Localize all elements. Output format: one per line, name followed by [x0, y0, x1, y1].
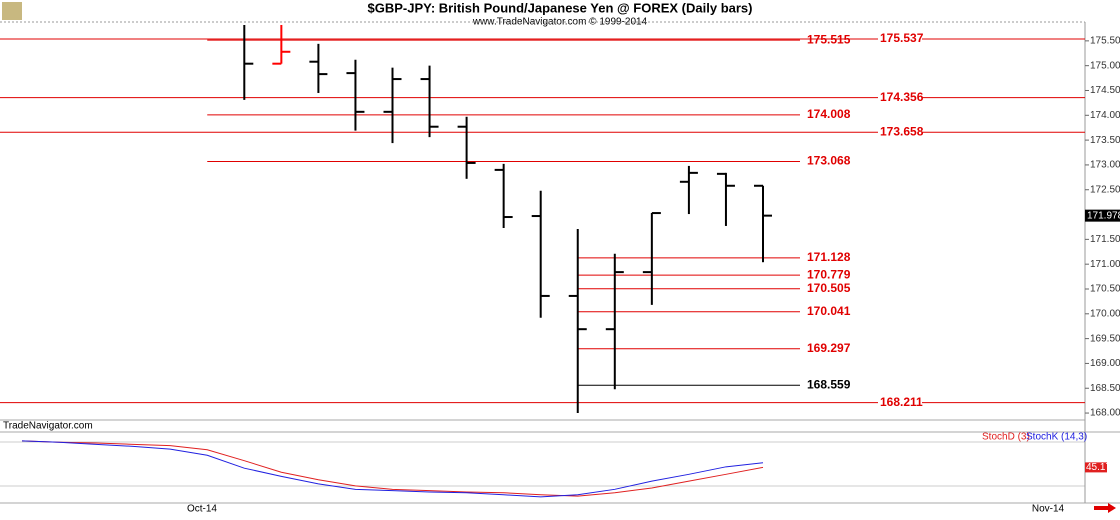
chart-title: $GBP-JPY: British Pound/Japanese Yen @ F… [368, 0, 753, 15]
y-tick-label: 172.500 [1090, 184, 1120, 195]
level-label-bg [805, 281, 849, 296]
level-label: 170.779 [807, 267, 851, 281]
level-label-bg [805, 268, 849, 283]
y-tick-label: 175.500 [1090, 35, 1120, 46]
scroll-arrow[interactable] [1094, 503, 1116, 513]
level-label: 168.559 [807, 377, 851, 391]
x-axis-label: Oct-14 [187, 504, 217, 515]
legend-entry: StochK (14,3) [1026, 432, 1087, 443]
y-tick-label: 174.000 [1090, 110, 1120, 121]
level-label-bg [805, 250, 849, 265]
indicator-line [21, 440, 764, 497]
level-label: 175.537 [880, 31, 924, 45]
last-price-label: 171.978 [1087, 210, 1120, 221]
y-tick-label: 175.000 [1090, 60, 1120, 71]
indicator-value-bg [1085, 462, 1107, 473]
level-label-bg [878, 90, 922, 105]
level-label-bg [878, 395, 922, 410]
level-label: 170.041 [807, 304, 851, 318]
x-axis-label: Nov-14 [1032, 504, 1065, 515]
indicator-line [21, 440, 764, 498]
level-label: 174.008 [807, 107, 851, 121]
level-label-bg [805, 107, 849, 122]
watermark: TradeNavigator.com [3, 421, 93, 432]
level-label-bg [805, 378, 849, 393]
y-tick-label: 171.000 [1090, 259, 1120, 270]
y-tick-label: 168.500 [1090, 383, 1120, 394]
y-tick-label: 171.500 [1090, 234, 1120, 245]
y-tick-label: 173.000 [1090, 160, 1120, 171]
level-label-bg [805, 304, 849, 319]
level-label: 173.068 [807, 154, 851, 168]
level-label: 168.211 [880, 395, 923, 409]
y-tick-label: 168.000 [1090, 408, 1120, 419]
legend-entry: StochD (3) [982, 432, 1030, 443]
y-tick-label: 173.500 [1090, 135, 1120, 146]
level-label: 169.297 [807, 341, 851, 355]
level-label: 174.356 [880, 90, 924, 104]
chart-subtitle: www.TradeNavigator.com © 1999-2014 [472, 17, 648, 28]
level-label-bg [805, 33, 849, 48]
y-tick-label: 174.500 [1090, 85, 1120, 96]
y-tick-label: 170.500 [1090, 284, 1120, 295]
logo-icon [2, 2, 22, 20]
y-tick-label: 169.500 [1090, 333, 1120, 344]
level-label-bg [805, 341, 849, 356]
level-label: 170.505 [807, 281, 851, 295]
level-label: 171.128 [807, 250, 851, 264]
level-label-bg [805, 154, 849, 169]
level-label-bg [878, 32, 922, 47]
indicator-value: 45.17 [1086, 462, 1111, 473]
y-tick-label: 170.000 [1090, 308, 1120, 319]
last-price-bg [1085, 209, 1120, 222]
y-tick-label: 169.000 [1090, 358, 1120, 369]
level-label-bg [878, 125, 922, 140]
level-label: 173.658 [880, 124, 924, 138]
